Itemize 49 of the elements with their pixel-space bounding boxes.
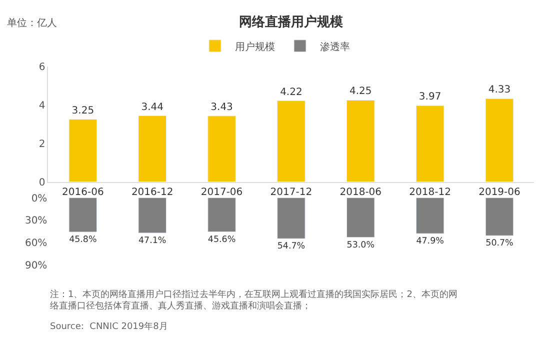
- y-tick-label: 90%: [24, 260, 48, 272]
- y-tick-label: 6: [38, 62, 46, 74]
- data-label: 3.97: [418, 92, 442, 103]
- data-label: 53.0%: [346, 240, 374, 250]
- bar: [416, 105, 444, 182]
- legend-label: 渗透率: [320, 40, 350, 53]
- bar: [277, 100, 306, 182]
- source-note: Source: CNNIC 2019年8月: [50, 321, 168, 332]
- x-tick-label: 2018-12: [409, 186, 451, 198]
- x-tick-label: 2018-06: [340, 186, 382, 198]
- y-tick-label: 4: [38, 100, 46, 112]
- bar: [346, 198, 375, 238]
- bar: [208, 116, 236, 182]
- data-label: 4.22: [280, 86, 302, 98]
- data-label: 4.33: [488, 84, 511, 96]
- legend-label: 用户规模: [235, 40, 275, 53]
- data-label: 45.6%: [208, 234, 236, 245]
- y-tick-label: 0%: [31, 193, 48, 204]
- bar: [416, 198, 444, 234]
- y-tick-label: 30%: [24, 216, 48, 227]
- data-label: 45.8%: [69, 234, 97, 245]
- text: 注：1、本页的网络直播用户口径指过去半年内，在互联网上观看过直播的我国实际居民；2、本页的网络直播口径包括体育直播、真人秀直播、游戏直播和演唱会直播；: [50, 289, 458, 312]
- y-tick-label: 0: [38, 177, 46, 188]
- bar: [346, 100, 375, 182]
- bar: [68, 119, 98, 182]
- x-tick-label: 2016-06: [62, 186, 104, 198]
- x-tick-label: 2019-06: [478, 186, 520, 198]
- bar: [138, 198, 166, 234]
- bar: [208, 198, 236, 232]
- data-label: 54.7%: [277, 242, 306, 252]
- bar: [485, 98, 514, 182]
- data-label: 3.43: [210, 102, 233, 113]
- data-label: 3.25: [72, 105, 94, 116]
- bar: [485, 198, 514, 236]
- data-label: 3.44: [141, 102, 164, 113]
- y-tick-label: 2: [38, 138, 46, 150]
- data-label: 47.9%: [416, 236, 444, 247]
- x-tick-label: 2016-12: [131, 186, 174, 198]
- y-tick-label: 60%: [24, 238, 48, 250]
- x-tick-label: 2017-12: [270, 186, 312, 198]
- data-label: 47.1%: [138, 236, 166, 246]
- data-label: 4.25: [349, 86, 372, 98]
- chart-title: 网络直播用户规模: [239, 14, 343, 30]
- bar: [138, 116, 166, 182]
- bar: [68, 198, 98, 232]
- bar: [277, 198, 306, 239]
- data-label: 50.7%: [486, 238, 514, 249]
- x-tick-label: 2017-06: [200, 186, 243, 198]
- y-axis-title: 单位：亿人: [7, 17, 57, 29]
